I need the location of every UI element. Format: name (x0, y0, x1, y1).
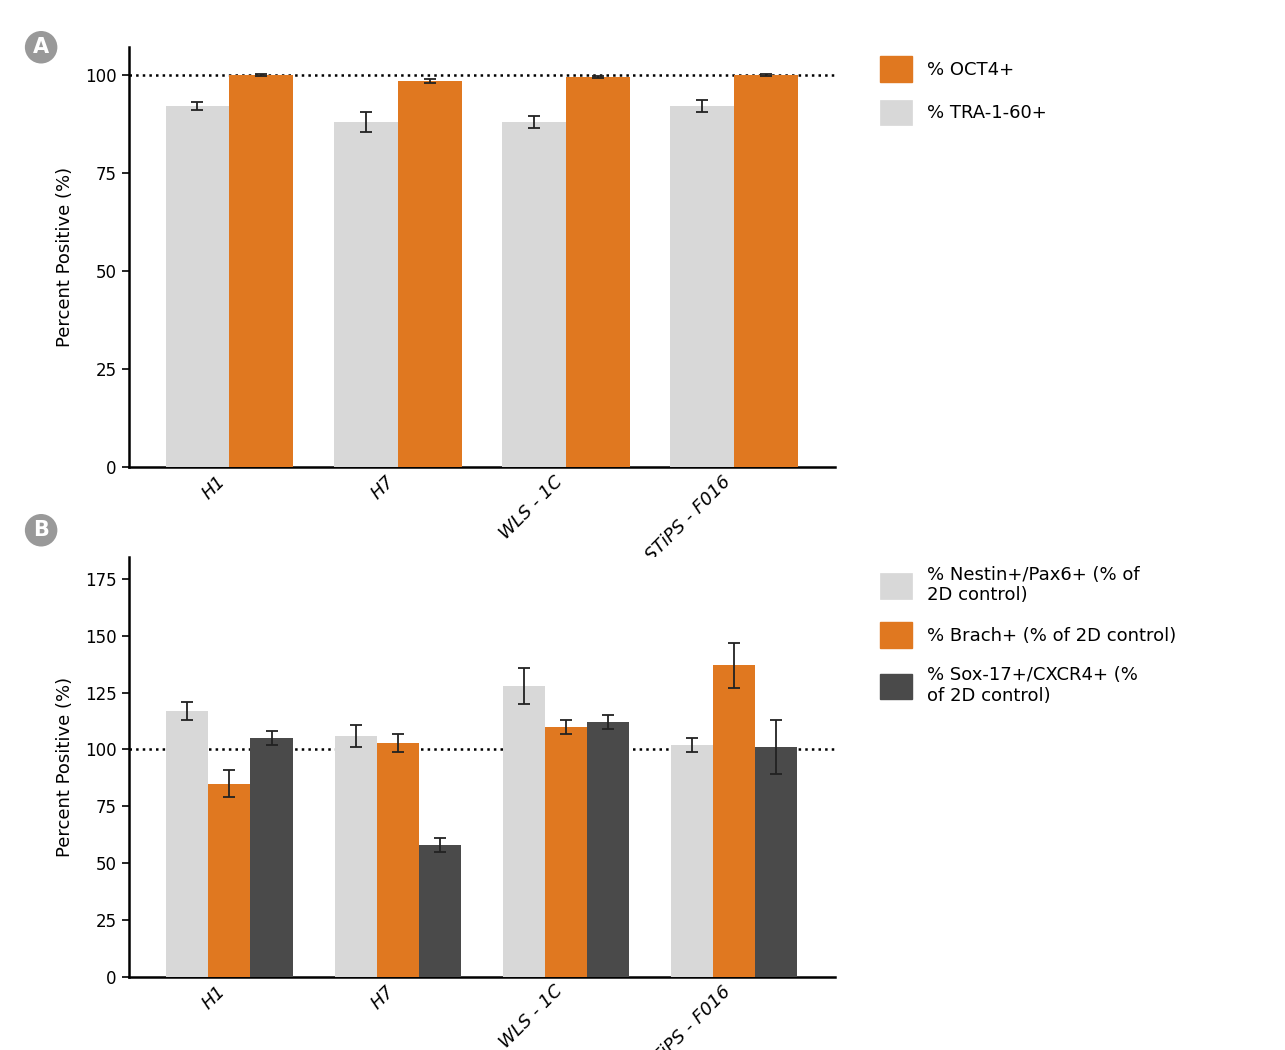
Bar (208, 783, 251, 976)
Bar (565, 77, 630, 467)
Bar (587, 722, 630, 977)
Legend: % Nestin+/Pax6+ (% of
2D control), % Brach+ (% of 2D control), % Sox-17+/CXCR4+ : % Nestin+/Pax6+ (% of 2D control), % Bra… (880, 566, 1176, 705)
Bar (502, 122, 565, 467)
Bar (502, 686, 545, 976)
Bar (713, 666, 756, 977)
Text: B: B (33, 520, 49, 541)
Bar (230, 75, 293, 467)
Y-axis label: Percent Positive (%): Percent Positive (%) (57, 167, 75, 348)
Bar (545, 727, 587, 976)
Y-axis label: Percent Positive (%): Percent Positive (%) (55, 676, 73, 857)
Bar (377, 742, 419, 976)
Bar (671, 106, 734, 467)
Bar (251, 738, 293, 977)
Bar (398, 81, 461, 467)
Bar (334, 736, 377, 976)
Bar (419, 845, 461, 976)
Bar (734, 75, 798, 467)
Bar (671, 744, 713, 976)
Bar (756, 748, 798, 976)
Text: A: A (33, 37, 49, 58)
Legend: % OCT4+, % TRA-1-60+: % OCT4+, % TRA-1-60+ (880, 57, 1046, 125)
Bar (166, 711, 208, 976)
Bar (166, 106, 230, 467)
Bar (334, 122, 398, 467)
